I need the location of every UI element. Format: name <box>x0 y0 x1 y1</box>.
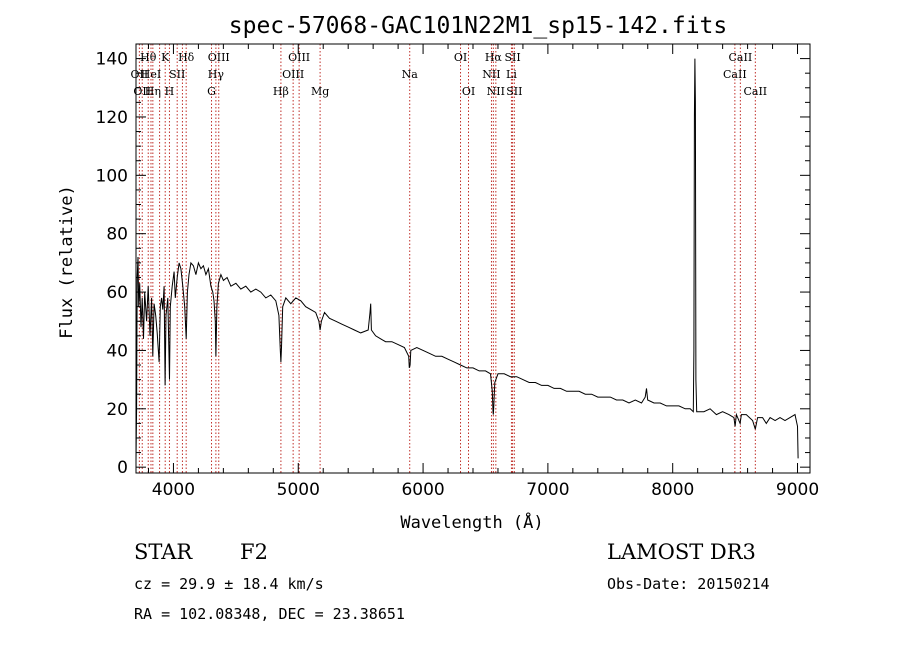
line-marker-label: CaII <box>729 51 753 64</box>
y-tick-label: 60 <box>106 283 128 303</box>
line-marker-label: K <box>161 51 170 64</box>
survey-name: LAMOST DR3 <box>607 540 756 564</box>
line-marker-label: CaII <box>723 68 747 81</box>
line-marker-label: Na <box>402 68 419 81</box>
x-tick-label: 4000 <box>152 480 195 500</box>
line-marker-label: Hθ <box>140 51 157 64</box>
y-tick-label: 0 <box>117 458 128 478</box>
y-tick-label: 80 <box>106 225 128 245</box>
line-marker-label: OIII <box>288 51 310 64</box>
x-tick-label: 8000 <box>651 480 694 500</box>
x-axis-label: Wavelength (Å) <box>400 511 543 533</box>
x-tick-label: 6000 <box>401 480 444 500</box>
line-marker-label: OI <box>462 85 475 98</box>
redshift-readout: cz = 29.9 ± 18.4 km/s <box>134 575 324 593</box>
spectral-line-markers <box>138 44 756 473</box>
x-tick-label: 9000 <box>776 480 819 500</box>
line-marker-label: NII <box>482 68 500 81</box>
coordinates: RA = 102.08348, DEC = 23.38651 <box>134 605 405 623</box>
object-subclass: F2 <box>240 540 268 564</box>
x-tick-label: 5000 <box>277 480 320 500</box>
y-tick-label: 140 <box>96 50 128 70</box>
line-marker-label: Hη <box>145 85 161 98</box>
line-marker-label: Mg <box>311 85 329 98</box>
line-marker-label: Hγ <box>208 68 225 81</box>
plot-frame <box>135 43 811 474</box>
line-marker-label: Hα <box>485 51 503 64</box>
line-marker-label: SII <box>504 51 520 64</box>
spectrum-line <box>135 58 799 462</box>
y-tick-label: 120 <box>96 108 128 128</box>
y-axis-label: Flux (relative) <box>57 185 77 339</box>
obs-date: Obs-Date: 20150214 <box>607 575 770 593</box>
x-axis-ticks: 4000 5000 6000 7000 8000 9000 <box>147 44 819 500</box>
line-marker-label: SII <box>169 68 185 81</box>
line-marker-label: OII <box>131 68 149 81</box>
line-marker-label: H <box>165 85 175 98</box>
line-marker-label: OIII <box>282 68 304 81</box>
line-marker-label: Li <box>506 68 517 81</box>
y-tick-label: 100 <box>96 166 128 186</box>
spectral-line-labels: OIIOIIHθHeIHηKHSIIHδGHγOIIIHβOIIIOIIIMgN… <box>131 51 768 98</box>
y-tick-label: 40 <box>106 341 128 361</box>
line-marker-label: CaII <box>743 85 767 98</box>
object-class: STAR <box>134 540 193 564</box>
line-marker-label: Hδ <box>178 51 195 64</box>
line-marker-label: Hβ <box>273 85 289 98</box>
y-tick-label: 20 <box>106 400 128 420</box>
chart-title: spec-57068-GAC101N22M1_sp15-142.fits <box>229 13 728 39</box>
y-axis-ticks: 0 20 40 60 80 100 120 140 <box>96 50 810 478</box>
line-marker-label: G <box>207 85 216 98</box>
line-marker-label: NII <box>487 85 505 98</box>
x-tick-label: 7000 <box>526 480 569 500</box>
line-marker-label: OI <box>454 51 467 64</box>
line-marker-label: HeI <box>141 68 161 81</box>
line-marker-label: SII <box>506 85 522 98</box>
line-marker-label: OIII <box>208 51 230 64</box>
